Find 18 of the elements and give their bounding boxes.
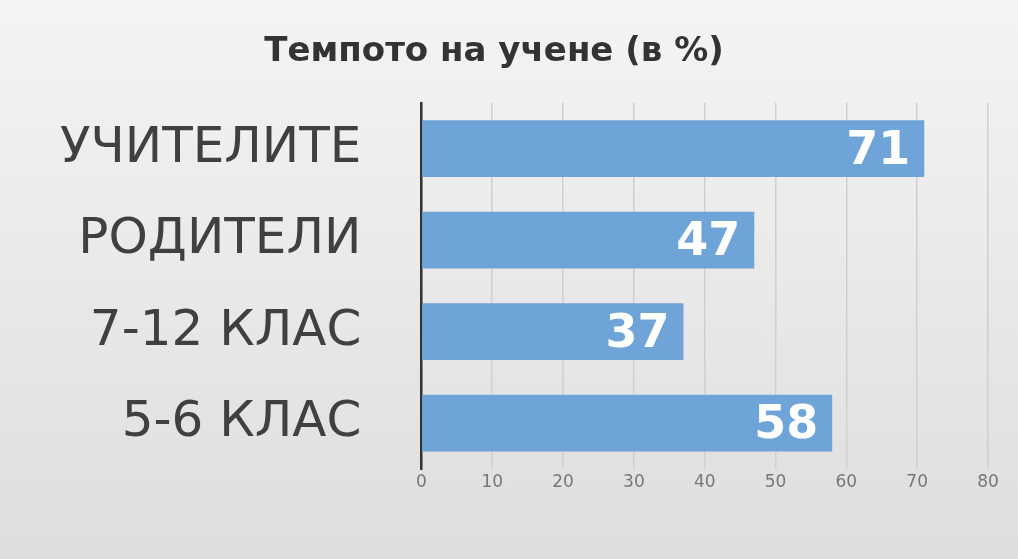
data-label: 47: [676, 212, 741, 267]
x-tick-label: 50: [764, 470, 787, 491]
data-label: 37: [605, 303, 670, 358]
x-tick-label: 0: [416, 470, 427, 491]
y-tick-label: РОДИТЕЛИ: [78, 207, 362, 266]
data-label: 71: [846, 120, 911, 175]
y-tick-label: 7-12 КЛАС: [89, 298, 362, 357]
x-tick-label: 20: [552, 470, 574, 491]
x-tick-label: 40: [693, 470, 716, 491]
x-tick-label: 10: [481, 470, 504, 491]
x-tick-label: 60: [835, 470, 858, 491]
x-tick-label: 30: [623, 470, 645, 491]
y-tick-label: УЧИТЕЛИТЕ: [59, 115, 362, 174]
y-tick-label: 5-6 КЛАС: [121, 390, 362, 449]
chart-title: Темпото на учене (в %): [264, 29, 724, 70]
x-tick-label: 70: [906, 470, 928, 491]
x-tick-label: 80: [977, 470, 999, 491]
data-label: 58: [754, 395, 819, 450]
